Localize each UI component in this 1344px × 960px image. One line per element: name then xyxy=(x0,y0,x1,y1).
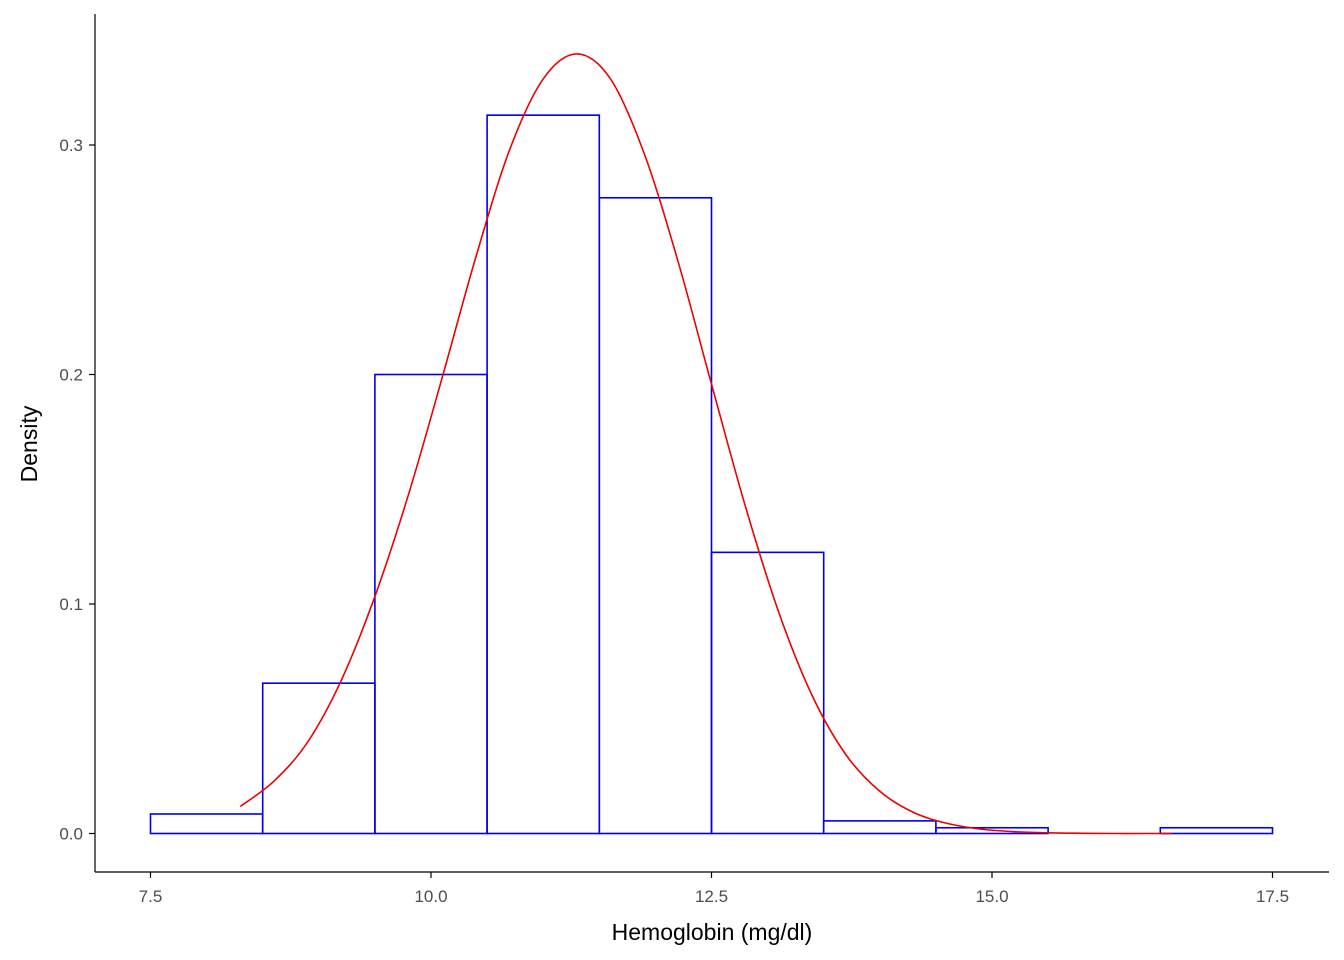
histogram-bar-7 xyxy=(822,820,937,835)
histogram-bar-4 xyxy=(486,114,601,835)
y-tick-label: 0.3 xyxy=(59,136,83,155)
histogram-bars xyxy=(149,114,1274,835)
y-tick-label: 0.2 xyxy=(59,366,83,385)
x-tick-label: 12.5 xyxy=(695,887,728,906)
histogram-bar-5 xyxy=(598,196,713,835)
histogram-bar-8 xyxy=(935,826,1049,835)
y-axis-ticks: 0.0 0.1 0.2 0.3 xyxy=(59,136,95,844)
histogram-bar-3 xyxy=(374,373,488,835)
x-axis-ticks: 7.5 10.0 12.5 15.0 17.5 xyxy=(139,872,1289,906)
y-tick-label: 0.0 xyxy=(59,825,83,844)
x-tick-label: 7.5 xyxy=(139,887,163,906)
histogram-bar-6 xyxy=(710,551,825,835)
histogram-bar-2 xyxy=(261,682,376,835)
histogram-bar-1 xyxy=(149,813,264,835)
histogram-bar-10 xyxy=(1159,826,1274,835)
x-tick-label: 17.5 xyxy=(1256,887,1289,906)
density-curve xyxy=(239,53,1172,835)
x-tick-label: 10.0 xyxy=(414,887,447,906)
y-tick-label: 0.1 xyxy=(59,595,83,614)
x-tick-label: 15.0 xyxy=(975,887,1008,906)
y-axis-title: Density xyxy=(16,405,42,482)
x-axis-title: Hemoglobin (mg/dl) xyxy=(612,919,813,945)
